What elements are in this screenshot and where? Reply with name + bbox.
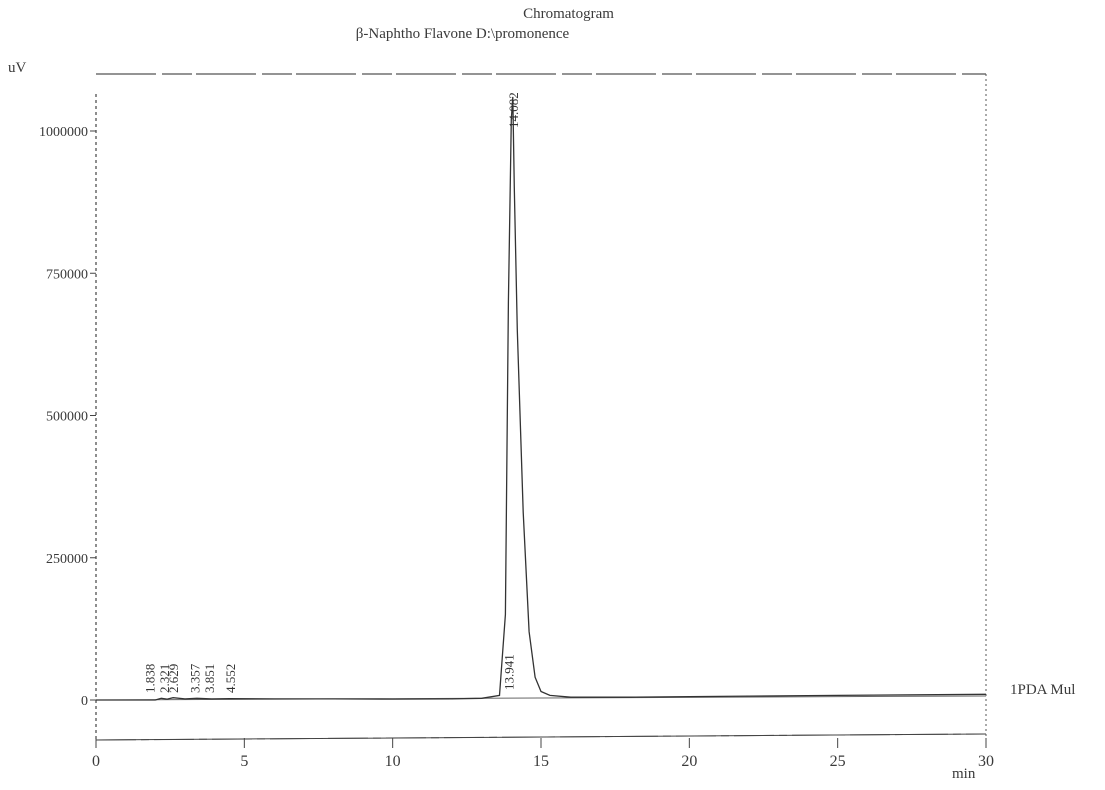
- x-tick-label: 20: [681, 753, 697, 770]
- y-tick-label: 1000000: [39, 125, 88, 140]
- chart-subtitle: β-Naphtho Flavone D:\promonence: [355, 26, 570, 42]
- x-tick-label: 25: [830, 753, 846, 770]
- chart-title: Chromatogram: [523, 6, 614, 22]
- y-tick-label: 250000: [46, 552, 88, 567]
- y-axis-unit: uV: [8, 60, 27, 76]
- x-tick-label: 30: [978, 753, 994, 770]
- peak-label: 2.629: [166, 664, 181, 693]
- series-line: [96, 96, 987, 701]
- peak-label: 3.851: [202, 664, 217, 693]
- peak-label: 4.552: [223, 664, 238, 693]
- x-axis-unit: min: [952, 766, 976, 782]
- peak-label: 1.838: [143, 664, 158, 693]
- y-tick-label: 500000: [46, 410, 88, 425]
- trace-label: 1PDA Mul: [1010, 682, 1076, 698]
- peak-label: 3.357: [188, 663, 203, 693]
- peak-label: 13.941: [502, 654, 517, 690]
- x-tick-label: 0: [92, 753, 100, 770]
- y-tick-label: 750000: [46, 267, 88, 282]
- y-tick-label: 0: [81, 694, 88, 709]
- x-tick-label: 5: [240, 753, 248, 770]
- x-tick-label: 15: [533, 753, 549, 770]
- peak-label: 2.321: [157, 664, 172, 693]
- x-tick-label: 10: [385, 753, 401, 770]
